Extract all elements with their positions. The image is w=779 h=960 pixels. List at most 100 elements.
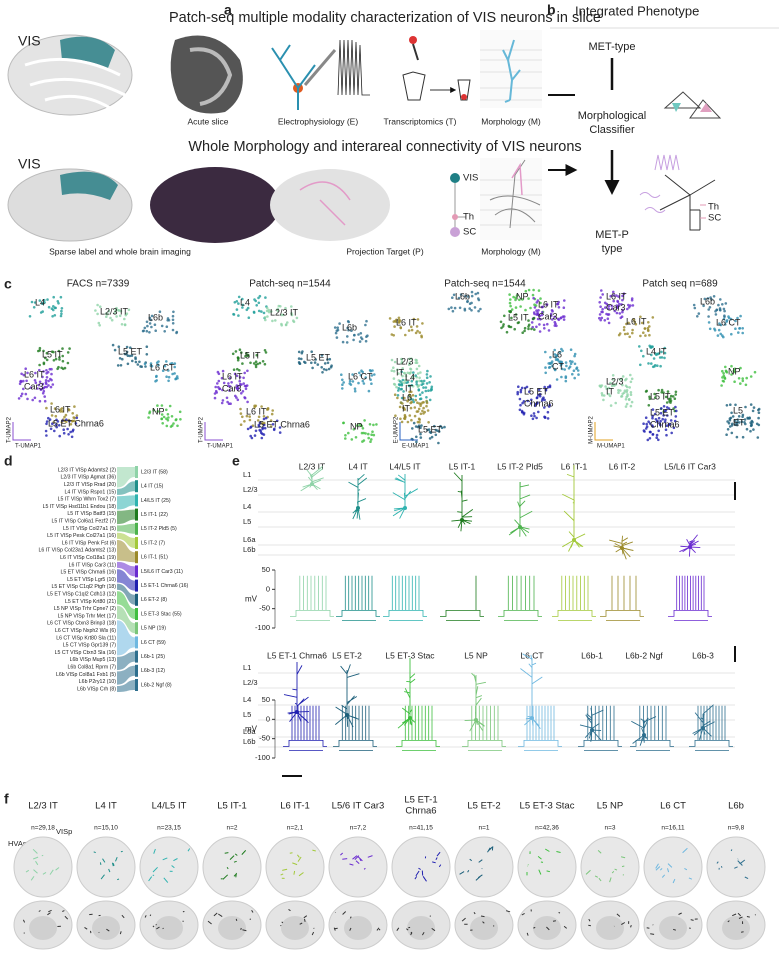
ttype-label: L5 IT VISp Batf3 (15) [67, 511, 116, 517]
umap-dot [518, 397, 522, 401]
umap-dot [165, 417, 168, 421]
umap-dot [551, 364, 554, 368]
umap-dot [51, 315, 54, 318]
umap-dot [737, 377, 741, 380]
umap-dot [629, 404, 633, 408]
umap-dot [634, 322, 638, 326]
umap-dot [666, 390, 670, 393]
umap-dot [416, 410, 420, 413]
umap-dot [33, 396, 37, 400]
type-label: L5 NP [464, 650, 488, 660]
umap-dot [338, 322, 341, 325]
umap-dot [739, 314, 742, 318]
umap-dot [235, 300, 239, 303]
umap-dot [45, 385, 48, 389]
umap-dot [714, 313, 718, 316]
axis-label: mV [245, 594, 258, 603]
axis-label: E-UMAP1 [402, 444, 429, 450]
projection [148, 848, 191, 883]
umap-dot [341, 378, 344, 382]
umap-dot [56, 300, 60, 303]
umap-dot [658, 422, 661, 425]
node-label: Classifier [589, 124, 635, 136]
umap-dot [509, 298, 512, 301]
mettype-label: L4/L5 IT (25) [141, 498, 171, 504]
umap-dot [527, 319, 530, 322]
umap-dot [410, 325, 413, 329]
umap-dot [538, 330, 542, 333]
umap-dot [572, 369, 576, 373]
umap-dot [228, 389, 231, 392]
umap-dot [238, 376, 242, 379]
neuron [609, 535, 634, 560]
umap-dot [45, 422, 48, 426]
umap-dot [407, 398, 410, 402]
umap-dot [660, 391, 663, 394]
umap-dot [400, 370, 404, 374]
voltage-trace [630, 705, 674, 751]
projection [414, 851, 442, 882]
umap-dot [409, 368, 413, 371]
umap-dot [403, 415, 407, 418]
sankey-ribbon [117, 569, 135, 591]
neuron [562, 465, 586, 552]
umap-dot [418, 331, 422, 334]
umap-dot [61, 347, 64, 350]
umap-dot [508, 325, 511, 329]
umap-dot [271, 423, 275, 426]
neuron [335, 664, 360, 728]
mettype-label: L2/3 IT (58) [141, 469, 168, 475]
umap-dot [420, 379, 423, 383]
umap-dot [52, 305, 55, 308]
umap-dot [464, 294, 467, 298]
sankey-ribbon [117, 605, 135, 634]
layer-label: L2/3 [243, 678, 258, 687]
umap-dot [540, 305, 544, 309]
umap-dot [60, 309, 63, 313]
umap-dot [617, 295, 620, 298]
umap-dot [238, 369, 241, 372]
umap-dot [295, 316, 299, 320]
cluster-label: IT [396, 367, 405, 377]
umap-dot [304, 361, 307, 365]
neuron [300, 466, 324, 492]
umap-dot [246, 353, 250, 357]
ttype-label: L5 ET VISp Chrna6 (16) [60, 570, 116, 576]
umap-dot [479, 307, 482, 311]
umap-dot [123, 352, 127, 356]
umap-dot [541, 311, 544, 314]
umap-dot [320, 354, 324, 357]
umap-dot [573, 376, 576, 380]
umap-dot [434, 433, 438, 437]
umap-dot [562, 306, 566, 310]
umap-dot [370, 382, 373, 386]
umap-dot [238, 382, 242, 386]
umap-dot [51, 383, 55, 386]
umap-dot [260, 436, 264, 440]
sankey-node [135, 622, 138, 635]
umap-dot [415, 383, 419, 386]
umap-dot [38, 363, 41, 367]
umap-dot [171, 328, 175, 332]
count-label: n=16,11 [661, 825, 685, 832]
cluster-label: L5 IT [508, 312, 529, 322]
umap-dot [266, 315, 269, 318]
umap-dot [735, 423, 739, 427]
umap-dot [263, 316, 267, 319]
umap-dot [657, 352, 660, 355]
umap-dot [725, 433, 728, 437]
umap-dot [18, 382, 22, 386]
umap-dot [363, 419, 366, 422]
cluster-label: L6 IT [246, 406, 267, 416]
umap-dot [739, 382, 742, 385]
item-label: Morphology (M) [481, 246, 541, 256]
umap-dot [375, 423, 378, 426]
umap-dot [564, 361, 568, 364]
umap-dot [611, 374, 615, 377]
umap-dot [336, 326, 340, 330]
umap-dot [519, 403, 522, 407]
umap-dot [719, 332, 722, 336]
umap-dot [565, 364, 568, 368]
axis-label: T-UMAP2 [199, 416, 205, 443]
umap-dot [369, 369, 373, 373]
